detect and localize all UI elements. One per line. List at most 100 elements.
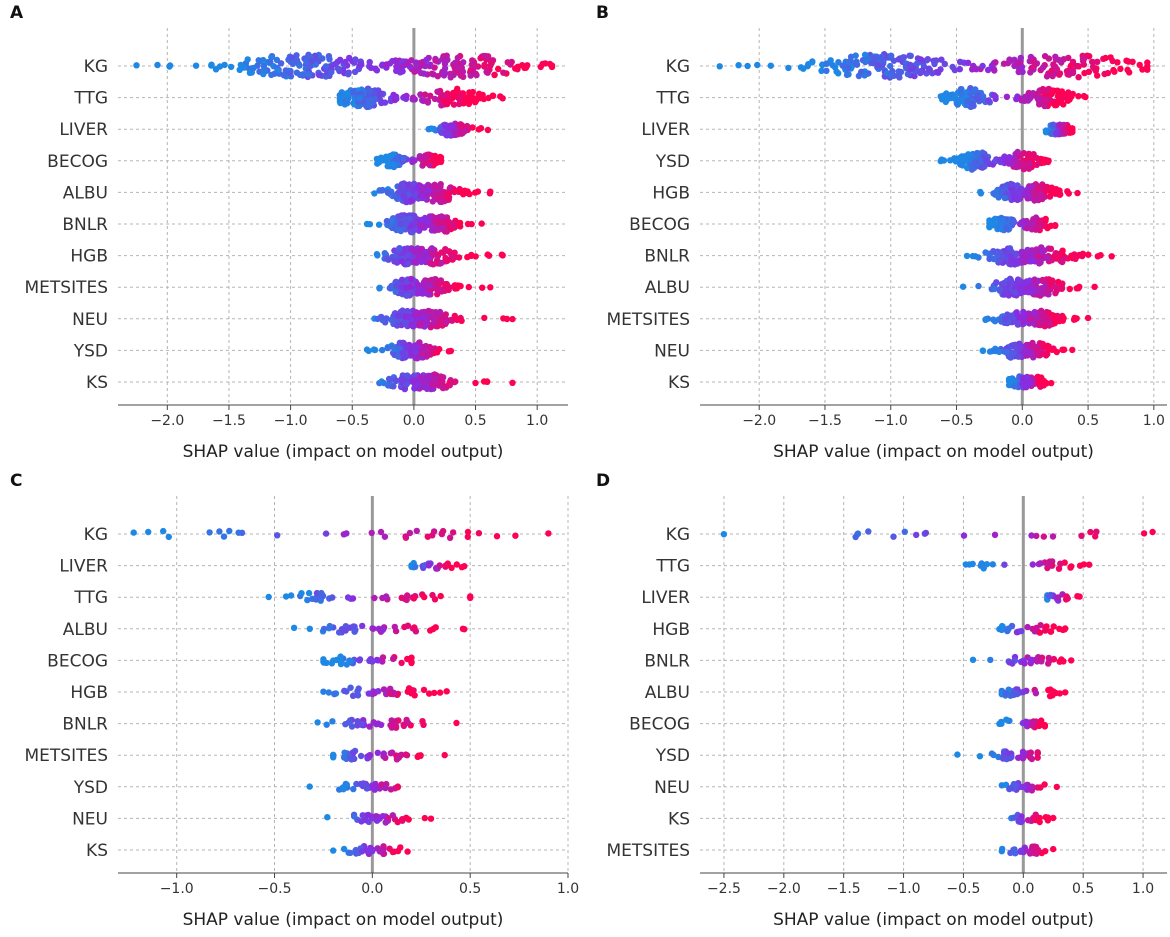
shap-point (1025, 284, 1032, 291)
shap-point (493, 533, 501, 540)
shap-point (1039, 157, 1046, 164)
shap-point (999, 253, 1006, 260)
feature-label-becog: BECOG (47, 651, 108, 671)
feature-label-liver: LIVER (59, 120, 108, 140)
shap-point (1022, 93, 1030, 100)
shap-point (956, 66, 963, 73)
shap-point (1027, 657, 1034, 664)
shap-point (390, 161, 397, 168)
shap-point (969, 560, 976, 568)
shap-point (411, 68, 418, 75)
shap-point (478, 220, 485, 227)
shap-point (409, 158, 416, 165)
shap-point (476, 95, 484, 102)
shap-point (1050, 656, 1057, 663)
shap-point (1123, 57, 1130, 64)
shap-point (1036, 629, 1044, 636)
shap-point (366, 221, 374, 228)
shap-point (357, 752, 365, 760)
shap-point (935, 69, 942, 76)
shap-point (993, 279, 1000, 286)
shap-point (982, 249, 989, 256)
shap-point (216, 528, 223, 535)
shap-point (1076, 562, 1084, 569)
shap-point (411, 259, 418, 266)
shap-point (804, 62, 811, 70)
shap-point (405, 685, 413, 692)
shap-point (991, 92, 998, 99)
shap-point (1069, 346, 1076, 354)
shap-point (542, 60, 549, 67)
shap-point (1058, 656, 1065, 663)
shap-point (226, 527, 233, 535)
shap-point (904, 70, 912, 78)
shap-point (375, 221, 383, 228)
shap-point (366, 723, 373, 730)
panel-a: A KG TTG LIVER BECOG ALBU BNLR HGB METSITES NEU YS… (10, 3, 568, 462)
shap-point (250, 64, 257, 72)
shap-point (303, 58, 310, 65)
shap-point (1052, 316, 1059, 323)
x-tick-label: −1.0 (274, 413, 308, 429)
shap-point (887, 62, 894, 70)
shap-point (431, 217, 438, 224)
shap-point (967, 85, 974, 92)
shap-point (426, 282, 434, 289)
shap-point (413, 61, 420, 69)
shap-point (436, 219, 443, 226)
shap-point (1025, 289, 1032, 296)
shap-point (396, 245, 403, 252)
shap-point (367, 96, 375, 104)
shap-point (1092, 67, 1100, 75)
shap-point (1018, 68, 1026, 75)
shap-point (390, 91, 397, 99)
shap-point (1048, 379, 1055, 387)
shap-point (410, 323, 417, 330)
shap-point (468, 252, 475, 259)
shap-point (427, 815, 435, 822)
shap-point (983, 157, 990, 164)
x-tick-label: −2.0 (742, 413, 776, 429)
shap-point (308, 57, 315, 65)
shap-point (500, 315, 507, 322)
shap-point (426, 161, 433, 169)
shap-point (1006, 154, 1013, 161)
shap-point (1039, 277, 1047, 285)
shap-point (1139, 66, 1146, 73)
shap-point (767, 62, 774, 69)
shap-point (359, 622, 366, 630)
shap-point (1024, 623, 1031, 631)
shap-point (464, 533, 471, 541)
shap-point (441, 247, 449, 255)
shap-point (472, 379, 479, 387)
shap-point (1042, 187, 1049, 195)
shap-point (452, 59, 459, 66)
shap-point (165, 533, 172, 541)
shap-point (371, 786, 378, 793)
shap-point (958, 91, 965, 98)
shap-point (431, 64, 438, 71)
shap-point (1032, 690, 1040, 697)
shap-point (1042, 215, 1049, 223)
shap-point (1078, 532, 1085, 539)
shap-point (350, 89, 357, 96)
shap-point (386, 222, 393, 229)
shap-point (384, 189, 391, 196)
shap-point (1080, 92, 1088, 100)
x-tick-label: 0.5 (1072, 881, 1094, 897)
shap-point (338, 626, 346, 633)
shap-point (1027, 315, 1034, 322)
x-tick-label: −2.0 (767, 881, 801, 897)
shap-point (441, 92, 448, 99)
shap-point (375, 688, 382, 695)
shap-point (418, 286, 425, 293)
shap-point (940, 157, 948, 164)
shap-point (996, 156, 1003, 164)
shap-point (394, 312, 402, 319)
shap-point (320, 659, 328, 666)
shap-point (1018, 288, 1025, 295)
shap-point (382, 819, 389, 826)
shap-point (419, 718, 426, 725)
shap-point (439, 384, 447, 392)
shap-point (166, 62, 174, 69)
